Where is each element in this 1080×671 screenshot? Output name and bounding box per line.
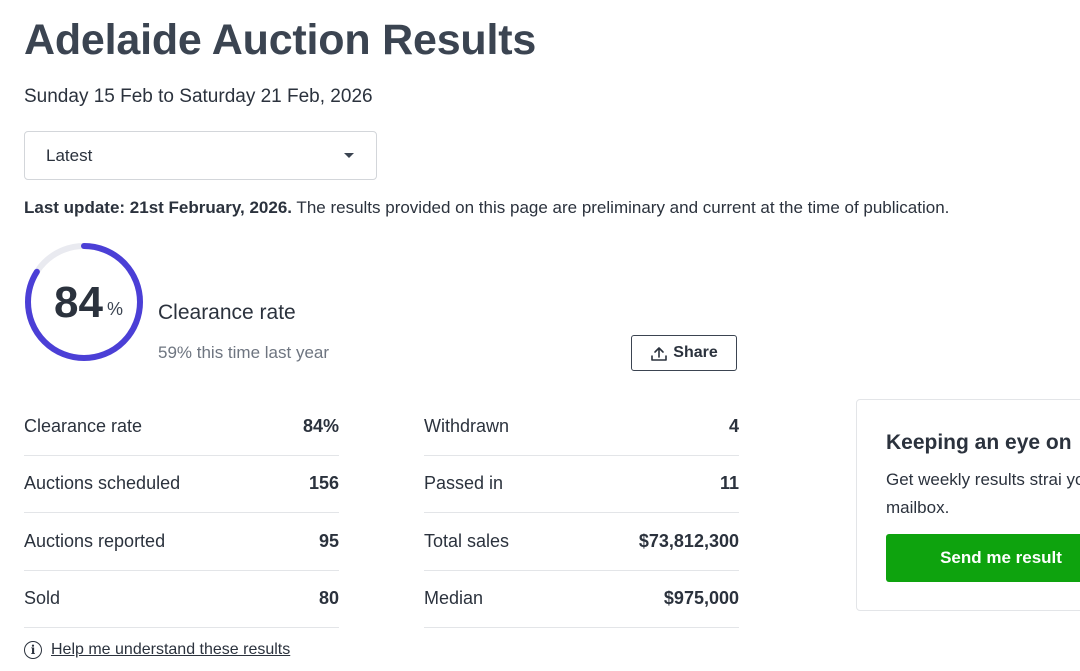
share-button[interactable]: Share xyxy=(631,335,737,371)
stat-value: 80 xyxy=(318,588,339,609)
stat-label: Total sales xyxy=(424,530,510,551)
period-select[interactable]: Latest xyxy=(24,131,377,180)
stat-label: Auctions scheduled xyxy=(24,473,181,494)
caret-down-icon xyxy=(344,153,354,158)
clearance-rate-label: Clearance rate xyxy=(158,301,296,324)
stat-label: Passed in xyxy=(424,473,504,494)
stat-value: 4 xyxy=(728,415,739,436)
stat-value: 156 xyxy=(308,473,339,494)
update-notice: Last update: 21st February, 2026. The re… xyxy=(24,198,949,218)
update-disclaimer: The results provided on this page are pr… xyxy=(292,198,950,217)
info-icon: i xyxy=(24,641,42,659)
stat-label: Median xyxy=(424,588,484,609)
share-button-label: Share xyxy=(673,344,718,361)
stat-label: Sold xyxy=(24,588,61,609)
stat-label: Clearance rate xyxy=(24,415,143,436)
stat-label: Auctions reported xyxy=(24,530,166,551)
stat-value: $975,000 xyxy=(663,588,739,609)
send-me-results-label: Send me result xyxy=(940,548,1062,567)
stat-value: 84% xyxy=(302,415,339,436)
page-title: Adelaide Auction Results xyxy=(24,16,537,64)
stats-table-left: Clearance rate 84% Auctions scheduled 15… xyxy=(24,398,339,628)
stat-value: $73,812,300 xyxy=(638,530,739,551)
date-range: Sunday 15 Feb to Saturday 21 Feb, 2026 xyxy=(24,86,373,107)
stat-row: Auctions scheduled 156 xyxy=(24,456,339,513)
clearance-last-year: 59% this time last year xyxy=(158,343,330,362)
stat-row: Sold 80 xyxy=(24,571,339,628)
stat-label: Withdrawn xyxy=(424,415,510,436)
update-date: Last update: 21st February, 2026. xyxy=(24,198,293,217)
stat-row: Auctions reported 95 xyxy=(24,513,339,571)
stat-row: Withdrawn 4 xyxy=(424,398,739,456)
help-link-label[interactable]: Help me understand these results xyxy=(51,641,291,658)
clearance-rate-percent-sign: % xyxy=(107,299,124,319)
help-link[interactable]: i Help me understand these results xyxy=(24,641,290,659)
stat-row: Clearance rate 84% xyxy=(24,398,339,456)
stat-row: Total sales $73,812,300 xyxy=(424,513,739,571)
clearance-rate-ring xyxy=(25,243,143,361)
ring-progress-arc xyxy=(25,243,143,361)
stat-row: Median $975,000 xyxy=(424,571,739,628)
stat-value: 95 xyxy=(318,530,339,551)
stats-table-right: Withdrawn 4 Passed in 11 Total sales $73… xyxy=(424,398,739,628)
send-me-results-button[interactable]: Send me result xyxy=(886,534,1080,582)
stat-value: 11 xyxy=(719,473,739,494)
period-select-value: Latest xyxy=(46,145,93,165)
clearance-rate-value: 84 xyxy=(54,278,103,327)
subscribe-card-body: Get weekly results strai your mailbox. xyxy=(886,470,1080,517)
subscribe-card: Keeping an eye on Get weekly results str… xyxy=(856,399,1080,611)
subscribe-card-title: Keeping an eye on xyxy=(886,431,1072,454)
share-upload-icon xyxy=(651,347,668,361)
stat-row: Passed in 11 xyxy=(424,456,739,513)
